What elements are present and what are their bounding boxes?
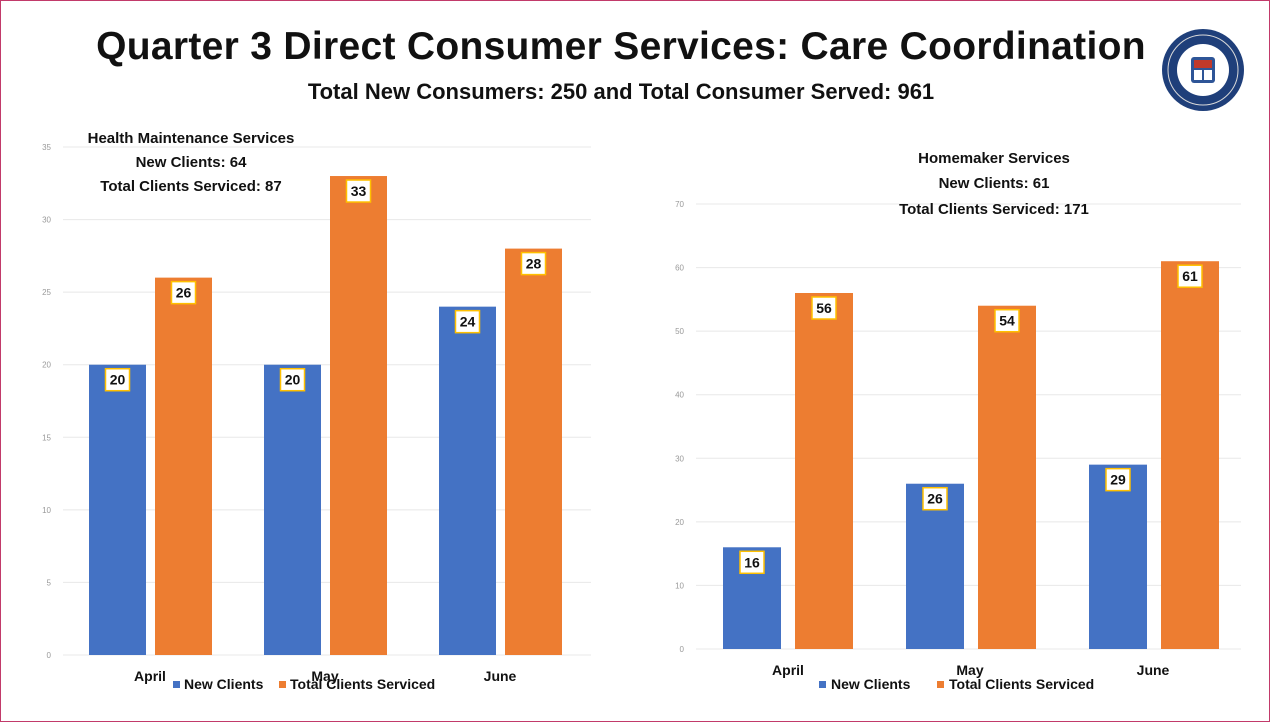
chart2-data-label: 56	[816, 300, 832, 316]
chart1-annotation-1: Health Maintenance Services	[88, 130, 295, 147]
chart1-y-tick-label: 0	[47, 651, 52, 660]
chart1-legend-label: Total Clients Serviced	[290, 676, 435, 692]
chart2-category-label: June	[1137, 662, 1170, 678]
chart1-category-label: April	[134, 668, 166, 684]
chart1-data-label: 28	[526, 256, 542, 272]
chart1-bar-new-clients-april	[89, 364, 146, 655]
chart1-bar-total-clients-april	[155, 277, 212, 655]
chart1-bar-total-clients-may	[330, 176, 387, 655]
chart1-data-label-box	[279, 367, 306, 392]
chart2-bar-total-clients-may	[978, 305, 1036, 649]
chart1-y-tick-label: 20	[42, 361, 51, 370]
chart2-bar-total-clients-april	[795, 293, 853, 649]
chart1-legend-label: New Clients	[184, 676, 264, 692]
chart2-data-label: 54	[999, 313, 1015, 329]
chart2-category-label: May	[956, 662, 983, 678]
chart2-y-tick-label: 50	[675, 327, 684, 336]
chart2-y-tick-label: 30	[675, 454, 684, 463]
chart1-data-label: 24	[460, 314, 476, 330]
chart1-bar-new-clients-june	[439, 306, 496, 655]
chart2-y-tick-label: 70	[675, 200, 684, 209]
chart1-data-label-box	[345, 179, 372, 203]
chart2-annotation-3: Total Clients Serviced: 171	[899, 201, 1089, 218]
chart2-data-label-box	[1177, 264, 1203, 288]
chart1-annotation-2: New Clients: 64	[136, 154, 248, 171]
chart1-y-tick-label: 25	[42, 288, 51, 297]
chart2-legend-label: New Clients	[831, 676, 911, 692]
chart2-y-tick-label: 20	[675, 518, 684, 527]
chart2-y-tick-label: 60	[675, 264, 684, 273]
chart1-annotation-3: Total Clients Serviced: 87	[100, 178, 281, 195]
chart1-legend-swatch	[279, 681, 286, 688]
chart1-y-tick-label: 30	[42, 216, 51, 225]
chart2-bar-total-clients-june	[1161, 261, 1219, 649]
chart1-legend-swatch	[173, 681, 180, 688]
chart1-data-label-box	[104, 367, 131, 392]
chart2-category-label: April	[772, 662, 804, 678]
chart2-data-label: 29	[1110, 472, 1126, 488]
chart1-data-label-box	[520, 251, 547, 276]
seal-logo	[1162, 29, 1244, 111]
chart1-category-label: June	[484, 668, 517, 684]
chart2-bar-new-clients-june	[1089, 464, 1147, 649]
chart2-data-label-box	[922, 486, 948, 511]
chart1-y-tick-label: 35	[42, 143, 51, 152]
chart2-bar-new-clients-may	[906, 483, 964, 649]
chart2-data-label-box	[739, 550, 765, 575]
chart1-data-label: 20	[110, 372, 126, 388]
page-title: Quarter 3 Direct Consumer Services: Care…	[96, 25, 1146, 68]
chart2-data-label-box	[811, 296, 837, 320]
chart1-data-label-box	[170, 280, 197, 305]
chart1-data-label: 20	[285, 372, 301, 388]
chart1-y-tick-label: 10	[42, 506, 51, 515]
chart1-bar-new-clients-may	[264, 364, 321, 655]
chart2-y-tick-label: 0	[680, 645, 685, 654]
chart2-legend-label: Total Clients Serviced	[949, 676, 1094, 692]
chart2-y-tick-label: 40	[675, 391, 684, 400]
chart1-category-label: May	[311, 668, 338, 684]
chart1-data-label: 33	[351, 183, 367, 199]
chart2-data-label: 61	[1182, 268, 1198, 284]
chart1-bar-total-clients-june	[505, 248, 562, 655]
chart1-data-label-box	[454, 309, 481, 334]
chart2-annotation-2: New Clients: 61	[939, 175, 1050, 192]
chart1-data-label: 26	[176, 285, 192, 301]
chart2-data-label: 26	[927, 491, 943, 507]
chart2-data-label-box	[1105, 467, 1131, 492]
chart2-data-label: 16	[744, 554, 760, 570]
chart2-annotation-1: Homemaker Services	[918, 150, 1070, 167]
chart2-legend-swatch	[937, 681, 944, 688]
chart2-legend-swatch	[819, 681, 826, 688]
chart1-y-tick-label: 15	[42, 433, 51, 442]
chart1-y-tick-label: 5	[47, 578, 52, 587]
page-subtitle: Total New Consumers: 250 and Total Consu…	[307, 79, 935, 104]
chart2-y-tick-label: 10	[675, 581, 684, 590]
chart2-data-label-box	[994, 308, 1020, 333]
